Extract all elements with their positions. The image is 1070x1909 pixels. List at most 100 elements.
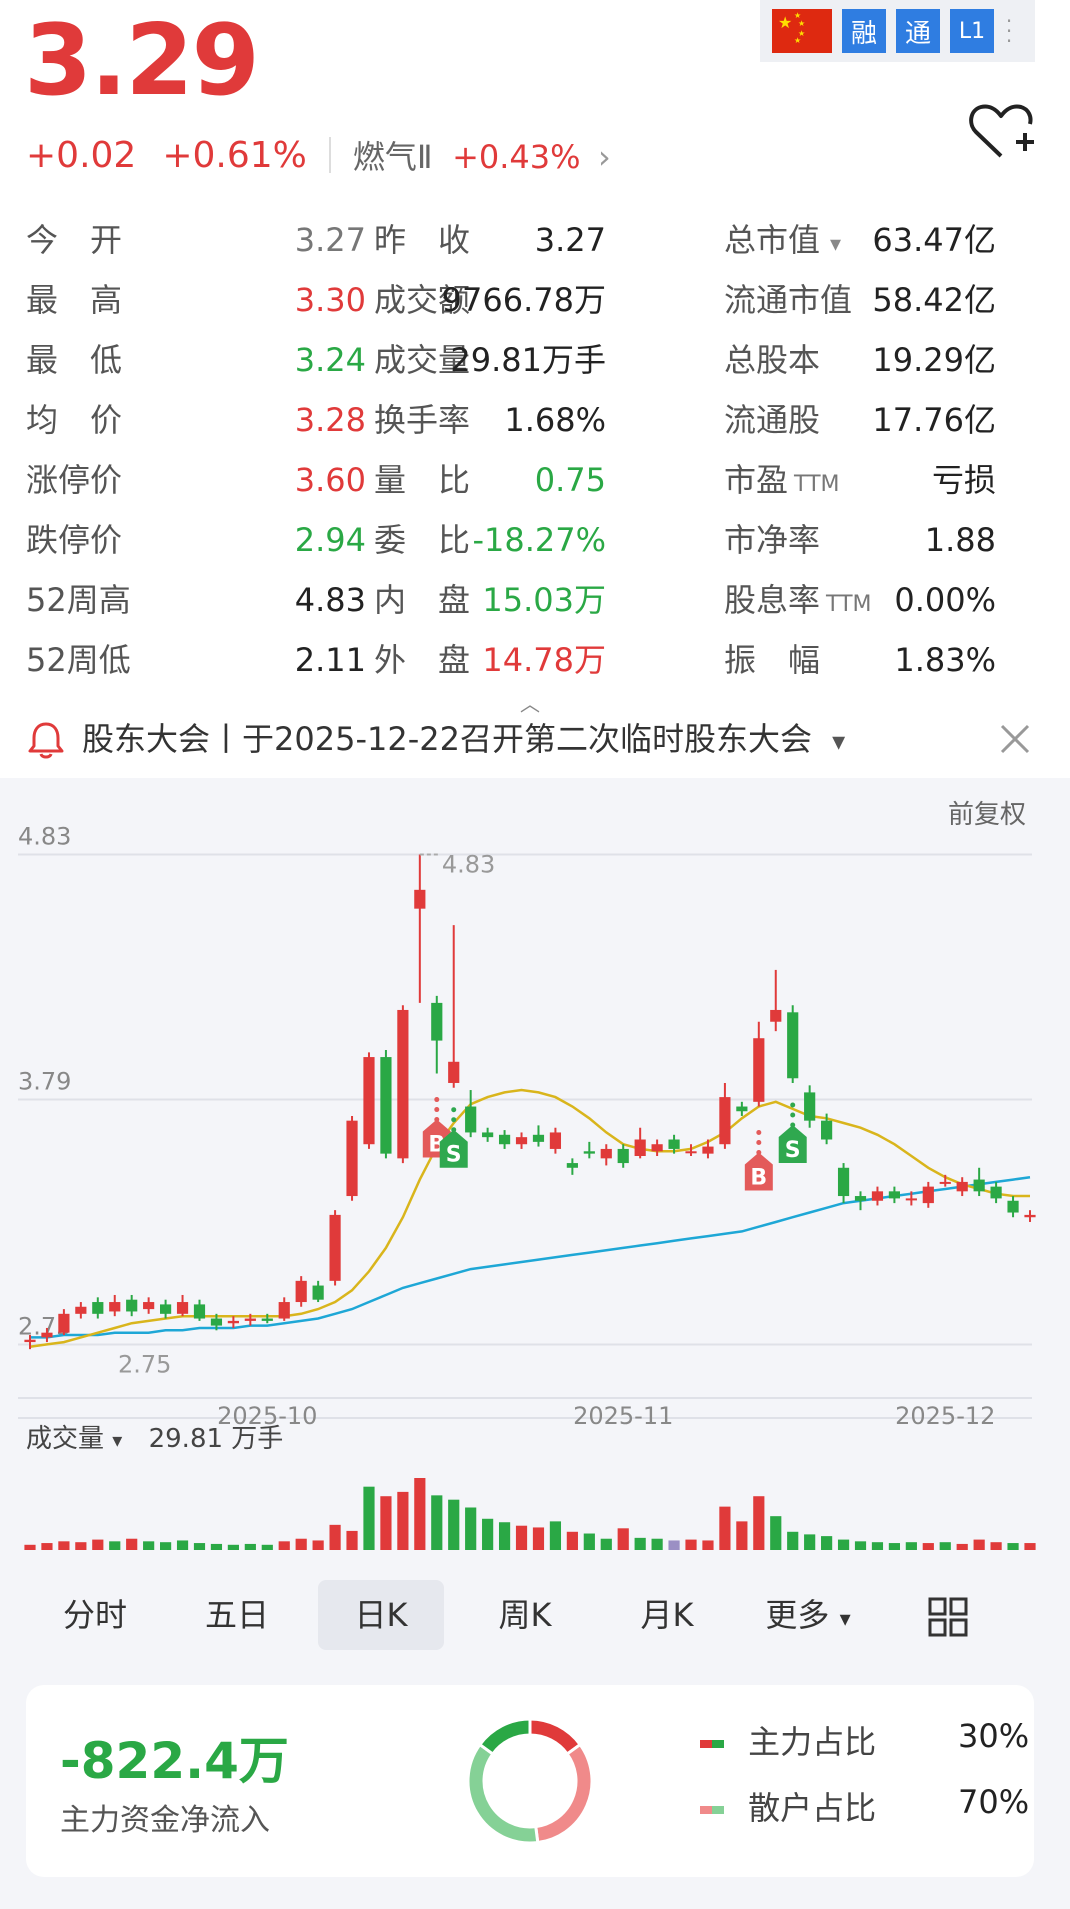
retail-share-label: 散户占比 [748, 1789, 877, 1827]
notice-dropdown-icon[interactable]: ▾ [832, 727, 846, 757]
candle [719, 1082, 731, 1149]
stat-label: 换手率 [374, 390, 470, 450]
candle-body [312, 1285, 324, 1300]
kline-chart-area[interactable]: 4.83 3.79 2.75 2025-10 2025-11 2025-12 4.83 2.7… [0, 778, 1070, 1568]
volume-bar [566, 1531, 578, 1550]
candle-body [143, 1302, 155, 1310]
stat-value: 亏损 [931, 461, 996, 499]
volume-bar [92, 1539, 104, 1550]
notice-bar[interactable]: 股东大会丨于2025-12-22召开第二次临时股东大会 ▾ [0, 700, 1070, 779]
candle [617, 1144, 629, 1168]
volume-bar [583, 1533, 595, 1550]
adjust-mode-label[interactable]: 前复权 [948, 800, 1027, 830]
candle-body [719, 1097, 731, 1145]
candle-body [295, 1280, 307, 1303]
y-tick-label: 3.79 [18, 1067, 71, 1095]
candle-body [1024, 1214, 1036, 1218]
period-tabs: 分时 五日 日K 周K 月K 更多 ▾ [0, 1580, 1070, 1650]
grid-layout-icon[interactable] [928, 1597, 968, 1637]
volume-bar [380, 1496, 392, 1550]
tab-daily-k[interactable]: 日K [318, 1580, 444, 1650]
candle-body [24, 1339, 36, 1343]
x-tick-label: 2025-12 [895, 1402, 995, 1430]
margin-trading-badge[interactable]: 融 [842, 9, 886, 53]
volume-bar [719, 1506, 731, 1550]
add-favorite-heart-icon[interactable] [966, 96, 1036, 166]
candle [787, 1005, 799, 1083]
buy-signal: B [744, 1130, 773, 1191]
sector-link[interactable]: 燃气Ⅱ +0.43% › [353, 132, 611, 178]
volume-bar [532, 1527, 545, 1550]
bell-icon [28, 722, 64, 759]
candle [973, 1167, 985, 1197]
stat-label-text: 委 比 [374, 521, 471, 559]
volume-bar [126, 1538, 138, 1550]
candle-body [346, 1120, 358, 1197]
candle-body [854, 1196, 867, 1201]
volume-bar [261, 1544, 273, 1550]
fund-flow-card[interactable]: -822.4万 主力资金净流入 主力占比 30% 散户占比 70% [26, 1685, 1034, 1877]
candle [854, 1191, 867, 1211]
candle-body [617, 1148, 629, 1164]
collapse-caret-icon[interactable]: ︿ [520, 692, 540, 716]
tab-weekly-k[interactable]: 周K [498, 1596, 552, 1634]
close-icon[interactable] [998, 722, 1032, 756]
signal-tag [744, 1152, 773, 1191]
chevron-down-icon: ▾ [839, 1607, 851, 1632]
stat-value: 15.03万 [482, 581, 606, 619]
stock-connect-badge[interactable]: 通 [896, 9, 940, 53]
candle-body [837, 1167, 850, 1197]
volume-value: 29.81 万手 [148, 1424, 284, 1454]
candle-body [397, 1009, 409, 1159]
volume-bar [329, 1524, 341, 1550]
candle-body [363, 1057, 375, 1145]
stat-label[interactable]: 总市值 ▾ [724, 210, 841, 275]
stat-value: 58.42亿 [872, 281, 996, 319]
tab-intraday[interactable]: 分时 [62, 1596, 127, 1634]
sell-signal: S [778, 1102, 807, 1163]
notice-text[interactable]: 股东大会丨于2025-12-22召开第二次临时股东大会 ▾ [82, 700, 845, 781]
stats-row: 均 价 3.28 换手率 1.68% 流通股 17.76亿 [26, 390, 1036, 450]
candle [1024, 1210, 1036, 1222]
sector-name: 燃气Ⅱ [352, 138, 433, 176]
ttm-tag: TTM [826, 592, 872, 617]
candle-body [126, 1299, 138, 1312]
candle-body [1007, 1200, 1019, 1213]
more-vertical-icon[interactable]: · · · [1005, 9, 1013, 53]
stat-value: 0.75 [534, 461, 606, 499]
chevron-right-icon: › [598, 138, 611, 176]
volume-bar [990, 1542, 1002, 1550]
candle-body [75, 1306, 87, 1314]
signal-dot [790, 1102, 796, 1108]
candle [312, 1280, 324, 1303]
candle-body [532, 1134, 545, 1142]
stat-value: 1.68% [504, 401, 606, 439]
candle-body [58, 1313, 70, 1333]
max-marker-label: 4.83 [442, 850, 495, 878]
candle [346, 1115, 358, 1201]
tab-more[interactable]: 更多 ▾ [748, 1580, 868, 1650]
stat-label: 最 低 [26, 330, 122, 390]
retail-share-value: 70% [958, 1783, 1030, 1821]
main-share-legend: 主力占比 30% [700, 1717, 1029, 1763]
stat-value: 29.81万手 [450, 341, 606, 379]
volume-selector[interactable]: 成交量 ▾ 29.81 万手 [26, 1418, 283, 1455]
volume-bar [41, 1543, 53, 1550]
tab-five-day[interactable]: 五日 [204, 1596, 269, 1634]
volume-bar [685, 1539, 697, 1550]
stats-row: 52周低 2.11 外 盘 14.78万 振 幅 1.83% [26, 630, 1036, 690]
stat-label: 外 盘 [374, 630, 470, 690]
volume-bar [634, 1537, 646, 1550]
volume-bar [210, 1543, 223, 1550]
volume-bar [482, 1518, 494, 1550]
price-change: +0.02 [26, 134, 137, 176]
retail-green-swatch [712, 1806, 724, 1814]
candle [888, 1186, 900, 1204]
candle [92, 1297, 104, 1319]
level-badge[interactable]: L1 [950, 9, 994, 53]
volume-bar [549, 1521, 562, 1550]
candle [821, 1113, 833, 1145]
candle-body [261, 1318, 273, 1321]
tab-monthly-k[interactable]: 月K [640, 1596, 694, 1634]
